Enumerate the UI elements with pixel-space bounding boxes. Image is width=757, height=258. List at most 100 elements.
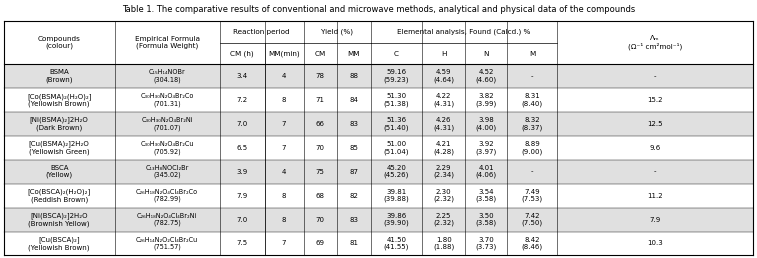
Text: 51.00
(51.04): 51.00 (51.04): [384, 141, 410, 155]
Text: 78: 78: [316, 73, 325, 79]
Text: 7.0: 7.0: [236, 121, 248, 127]
Text: 66: 66: [316, 121, 325, 127]
Text: 7.2: 7.2: [236, 97, 248, 103]
Text: 51.36
(51.40): 51.36 (51.40): [384, 117, 410, 131]
Text: 7.9: 7.9: [236, 193, 248, 199]
Text: M: M: [529, 51, 535, 57]
Text: 51.30
(51.38): 51.30 (51.38): [384, 93, 410, 107]
Text: 8: 8: [282, 193, 286, 199]
Bar: [4, 136, 753, 160]
Bar: [4, 88, 753, 112]
Text: 11.2: 11.2: [647, 193, 663, 199]
Text: 69: 69: [316, 240, 325, 246]
Text: 7: 7: [282, 145, 286, 151]
Text: [Co(BSMA)₂(H₂O)₂]
(Yellowish Brown): [Co(BSMA)₂(H₂O)₂] (Yellowish Brown): [27, 93, 92, 107]
Bar: [4, 208, 753, 231]
Text: [Ni(BSCA)₂]2H₂O
(Brownish Yellow): [Ni(BSCA)₂]2H₂O (Brownish Yellow): [29, 212, 90, 227]
Text: 8.42
(8.46): 8.42 (8.46): [522, 237, 543, 250]
Text: C₂₆H₁₄N₂O₂Cl₄Br₂Cu
(751.57): C₂₆H₁₄N₂O₂Cl₄Br₂Cu (751.57): [136, 237, 198, 250]
Text: 4.21
(4.28): 4.21 (4.28): [433, 141, 454, 155]
Bar: [4, 112, 753, 136]
Text: BSCA
(Yellow): BSCA (Yellow): [45, 165, 73, 179]
Text: 2.30
(2.32): 2.30 (2.32): [433, 189, 454, 202]
Text: 3.92
(3.97): 3.92 (3.97): [476, 141, 497, 155]
Text: -: -: [654, 169, 656, 175]
Text: 7.49
(7.53): 7.49 (7.53): [522, 189, 543, 202]
Text: 4.22
(4.31): 4.22 (4.31): [433, 93, 454, 107]
Text: 7: 7: [282, 121, 286, 127]
Bar: [4, 160, 753, 184]
Text: C: C: [394, 51, 399, 57]
Text: C₃₀H₃₀N₂O₄Br₂Cu
(705.92): C₃₀H₃₀N₂O₄Br₂Cu (705.92): [140, 141, 194, 155]
Text: 4: 4: [282, 73, 286, 79]
Text: 3.54
(3.58): 3.54 (3.58): [476, 189, 497, 202]
Text: Compounds
(colour): Compounds (colour): [38, 36, 81, 49]
Text: 1.80
(1.88): 1.80 (1.88): [433, 237, 454, 250]
Text: 15.2: 15.2: [647, 97, 663, 103]
Text: 3.4: 3.4: [236, 73, 248, 79]
Text: BSMA
(Brown): BSMA (Brown): [45, 69, 73, 83]
Text: 71: 71: [316, 97, 325, 103]
Text: MM(min): MM(min): [268, 50, 300, 57]
Text: 45.20
(45.26): 45.20 (45.26): [384, 165, 410, 179]
Text: 87: 87: [349, 169, 358, 175]
Text: [Ni(BSMA)₂]2H₂O
(Dark Brown): [Ni(BSMA)₂]2H₂O (Dark Brown): [30, 117, 89, 131]
Bar: [4, 21, 753, 64]
Text: 75: 75: [316, 169, 325, 175]
Text: 4.52
(4.60): 4.52 (4.60): [476, 69, 497, 83]
Text: [Cu(BSMA)₂]2H₂O
(Yellowish Green): [Cu(BSMA)₂]2H₂O (Yellowish Green): [29, 141, 89, 155]
Text: 3.82
(3.99): 3.82 (3.99): [476, 93, 497, 107]
Text: 6.5: 6.5: [236, 145, 248, 151]
Text: 3.50
(3.58): 3.50 (3.58): [476, 213, 497, 226]
Text: 59.16
(59.23): 59.16 (59.23): [384, 69, 410, 83]
Text: H: H: [441, 51, 447, 57]
Text: 83: 83: [349, 216, 358, 223]
Text: C₂₆H₁₈N₂O₄Cl₄Br₂Ni
(782.75): C₂₆H₁₈N₂O₄Cl₄Br₂Ni (782.75): [137, 213, 198, 226]
Text: Yield (%): Yield (%): [321, 29, 354, 35]
Text: MM: MM: [347, 51, 360, 57]
Text: 4.59
(4.64): 4.59 (4.64): [433, 69, 454, 83]
Text: 84: 84: [349, 97, 358, 103]
Text: Reaction period: Reaction period: [233, 29, 290, 35]
Bar: [4, 231, 753, 255]
Text: C₂₆H₁₈N₂O₄Cl₄Br₂Co
(782.99): C₂₆H₁₈N₂O₄Cl₄Br₂Co (782.99): [136, 189, 198, 202]
Text: 8: 8: [282, 216, 286, 223]
Text: 2.25
(2.32): 2.25 (2.32): [433, 213, 454, 226]
Bar: [4, 184, 753, 208]
Text: 70: 70: [316, 216, 325, 223]
Text: 9.6: 9.6: [650, 145, 661, 151]
Text: 4: 4: [282, 169, 286, 175]
Text: C₁₃H₈NOCl₂Br
(345.02): C₁₃H₈NOCl₂Br (345.02): [145, 165, 188, 179]
Text: CM (h): CM (h): [230, 50, 254, 57]
Text: 85: 85: [349, 145, 358, 151]
Text: -: -: [531, 73, 534, 79]
Text: 81: 81: [349, 240, 358, 246]
Text: 7.9: 7.9: [650, 216, 661, 223]
Text: 8: 8: [282, 97, 286, 103]
Text: C₃₀H₃₀N₂O₄Br₂Co
(701.31): C₃₀H₃₀N₂O₄Br₂Co (701.31): [141, 93, 194, 107]
Text: 4.26
(4.31): 4.26 (4.31): [433, 117, 454, 131]
Text: 39.86
(39.90): 39.86 (39.90): [384, 213, 410, 226]
Text: 2.29
(2.34): 2.29 (2.34): [433, 165, 454, 179]
Text: 7.0: 7.0: [236, 216, 248, 223]
Text: 7.42
(7.50): 7.42 (7.50): [522, 213, 543, 226]
Text: 70: 70: [316, 145, 325, 151]
Text: 8.89
(9.00): 8.89 (9.00): [522, 141, 543, 155]
Text: 41.50
(41.55): 41.50 (41.55): [384, 237, 410, 250]
Text: 10.3: 10.3: [647, 240, 663, 246]
Text: 4.01
(4.06): 4.01 (4.06): [476, 165, 497, 179]
Text: [Cu(BSCA)₂]
(Yellowish Brown): [Cu(BSCA)₂] (Yellowish Brown): [29, 236, 90, 251]
Text: 83: 83: [349, 121, 358, 127]
Text: Elemental analysis, Found (Calcd.) %: Elemental analysis, Found (Calcd.) %: [397, 29, 531, 35]
Text: 3.9: 3.9: [236, 169, 248, 175]
Text: N: N: [484, 51, 489, 57]
Text: 8.32
(8.37): 8.32 (8.37): [522, 117, 543, 131]
Text: Empirical Formula
(Formula Weight): Empirical Formula (Formula Weight): [135, 36, 200, 49]
Text: 8.31
(8.40): 8.31 (8.40): [522, 93, 543, 107]
Text: C₃₀H₃₀N₂O₄Br₂Ni
(701.07): C₃₀H₃₀N₂O₄Br₂Ni (701.07): [142, 117, 193, 131]
Text: CM: CM: [314, 51, 326, 57]
Text: Table 1. The comparative results of conventional and microwave methods, analytic: Table 1. The comparative results of conv…: [122, 5, 635, 13]
Text: C₁₅H₁₄NOBr
(304.18): C₁₅H₁₄NOBr (304.18): [149, 69, 185, 83]
Text: 39.81
(39.88): 39.81 (39.88): [384, 189, 410, 202]
Text: 7.5: 7.5: [236, 240, 248, 246]
